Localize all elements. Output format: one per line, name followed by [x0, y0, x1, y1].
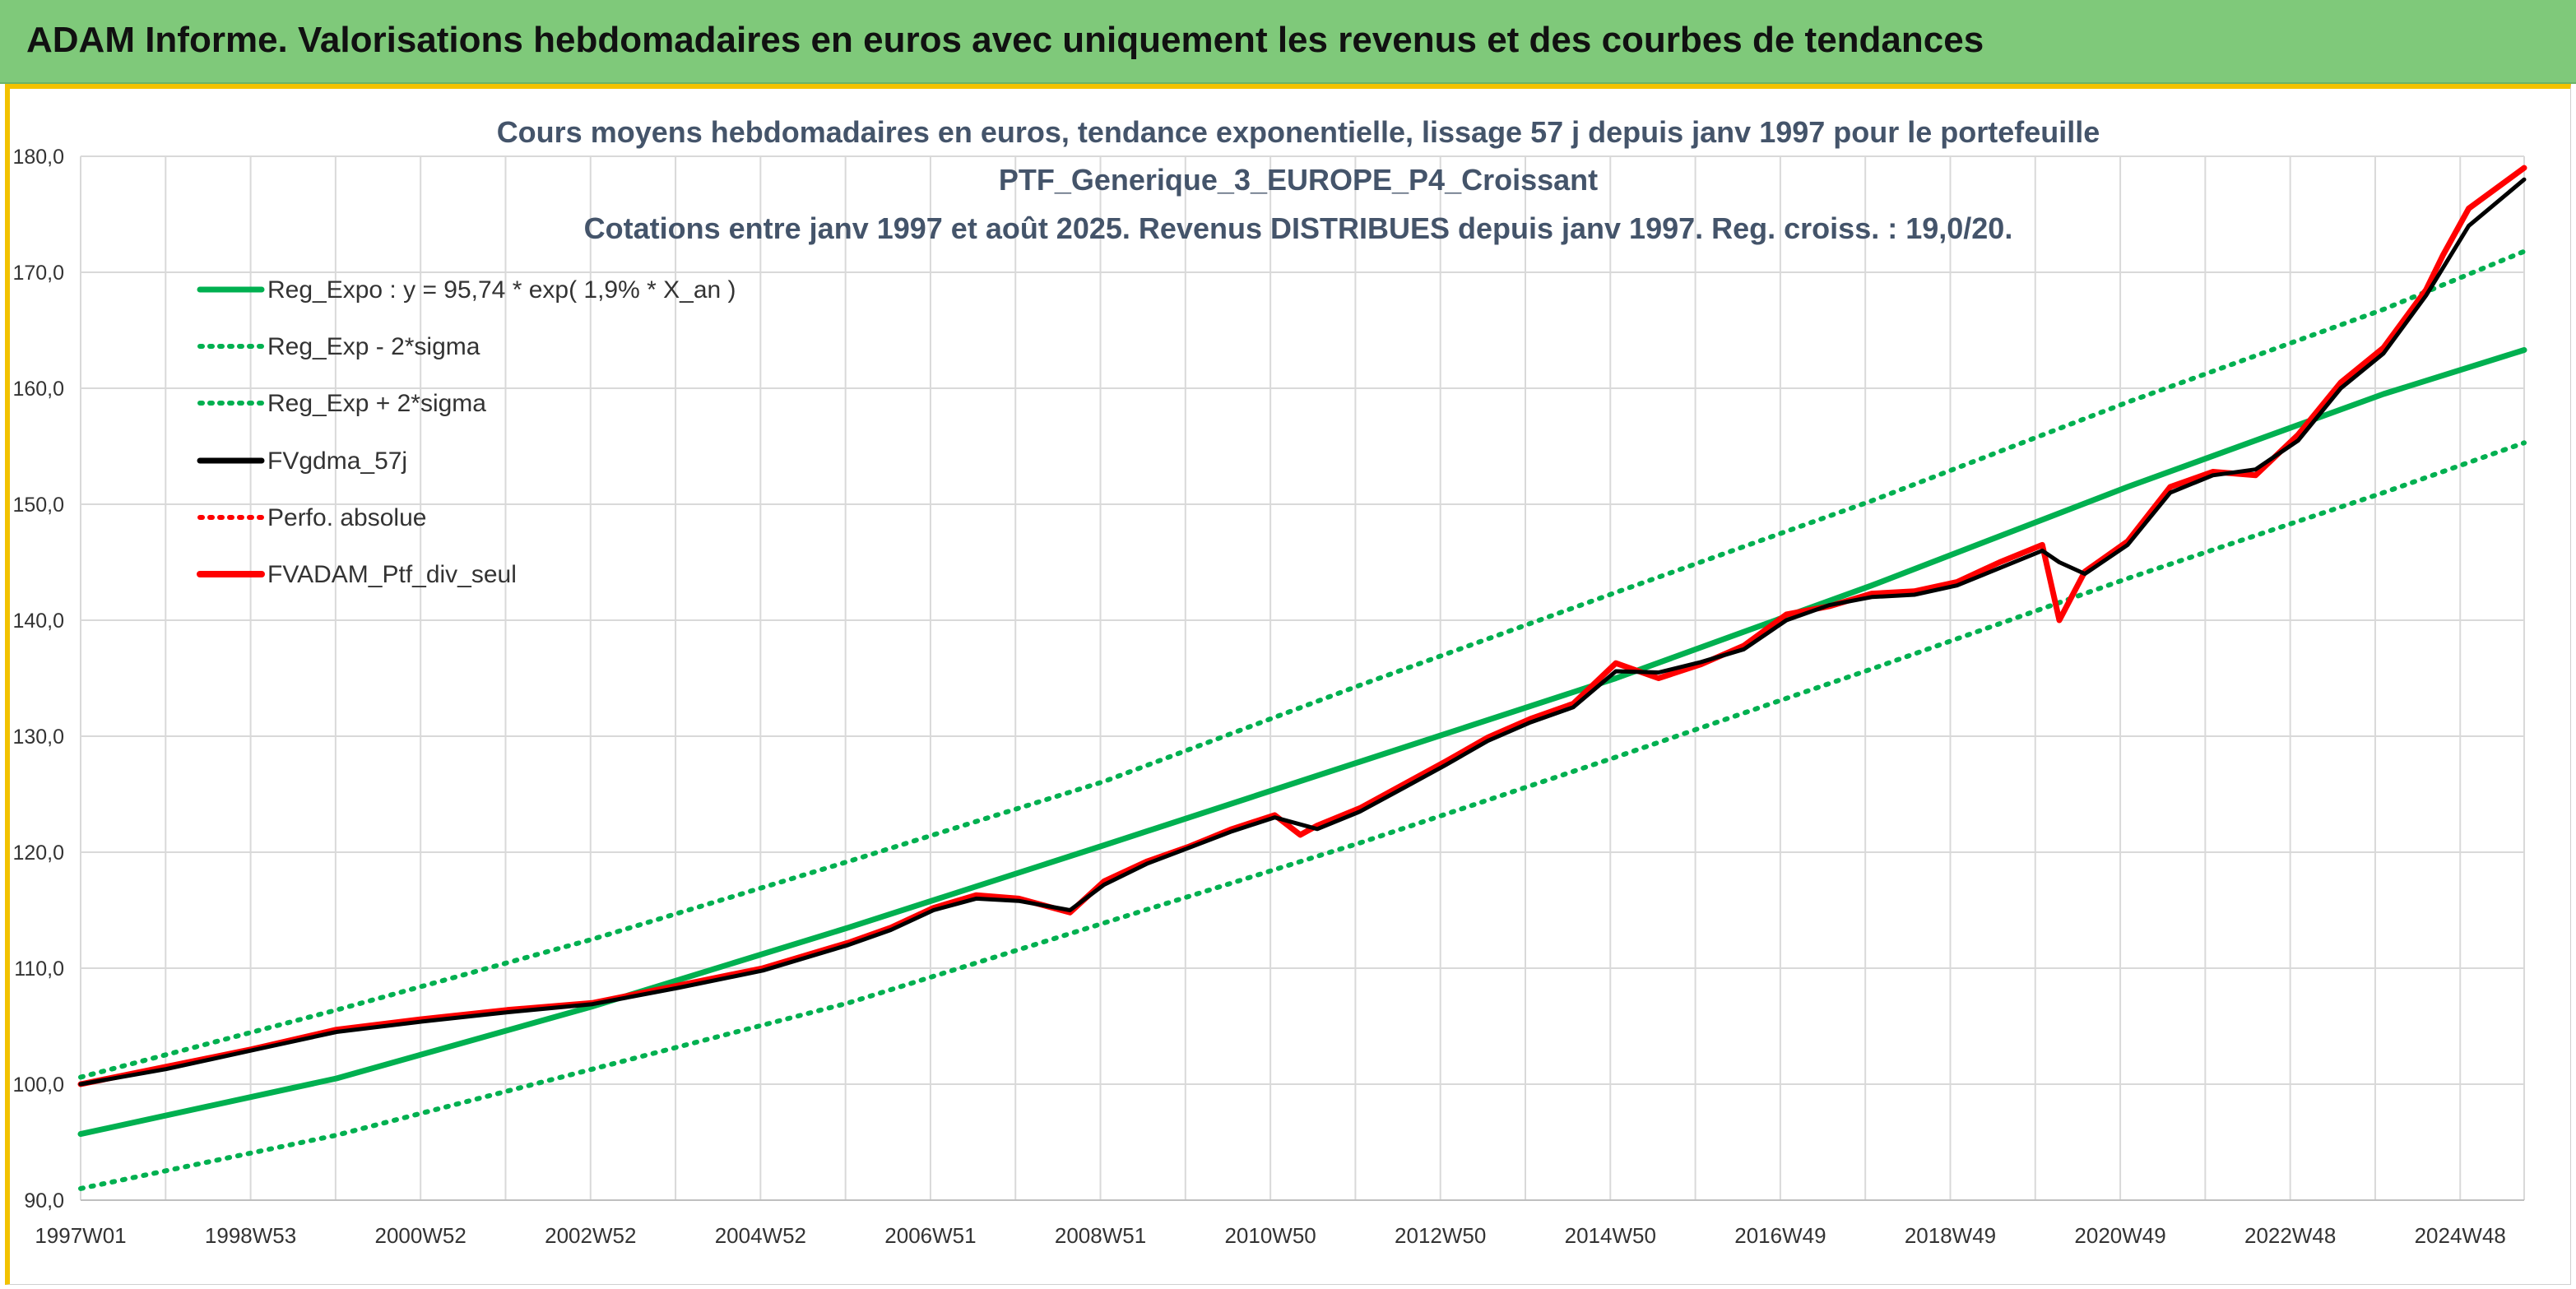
- fvadam-ptf-div-seul-line: [77, 165, 2527, 1087]
- header-bar: ADAM Informe. Valorisations hebdomadaire…: [0, 0, 2576, 84]
- x-tick-label: 2002W52: [545, 1223, 636, 1248]
- legend-label: FVgdma_57j: [267, 447, 407, 475]
- chart-title-line: Cours moyens hebdomadaires en euros, ten…: [497, 115, 2100, 149]
- y-tick-label: 150,0: [12, 494, 64, 517]
- x-tick-label: 1997W01: [35, 1223, 126, 1248]
- legend: Reg_Expo : y = 95,74 * exp( 1,9% * X_an …: [197, 276, 736, 588]
- axis-layer: 90,0 100,0 110,0 120,0 130,0 140,0 150,0 160,0 1…: [12, 146, 2524, 1248]
- chart-frame: [5, 84, 2571, 1285]
- reg-exp-minus-2sigma-line: [78, 440, 2527, 1191]
- x-tick-label: 2014W50: [1565, 1223, 1656, 1248]
- y-tick-label: 180,0: [12, 146, 64, 169]
- legend-label: Reg_Exp - 2*sigma: [267, 333, 480, 360]
- page-title: ADAM Informe. Valorisations hebdomadaire…: [26, 20, 1984, 60]
- x-tick-label: 2012W50: [1395, 1223, 1486, 1248]
- chart-title-line: PTF_Generique_3_EUROPE_P4_Croissant: [999, 163, 1598, 197]
- y-tick-label: 90,0: [24, 1189, 64, 1212]
- x-tick-label: 2000W52: [375, 1223, 466, 1248]
- y-tick-label: 140,0: [12, 610, 64, 633]
- legend-label: Reg_Expo : y = 95,74 * exp( 1,9% * X_an …: [267, 276, 736, 304]
- x-tick-label: 2022W48: [2244, 1223, 2336, 1248]
- y-tick-label: 160,0: [12, 378, 64, 401]
- fvgdma-57j-line: [78, 177, 2527, 1087]
- x-tick-label: 1998W53: [205, 1223, 296, 1248]
- x-tick-label: 2024W48: [2415, 1223, 2506, 1248]
- x-tick-label: 2006W51: [884, 1223, 976, 1248]
- legend-label: Reg_Exp + 2*sigma: [267, 390, 486, 417]
- y-tick-label: 120,0: [12, 842, 64, 865]
- legend-label: FVADAM_Ptf_div_seul: [267, 561, 517, 588]
- y-tick-label: 130,0: [12, 726, 64, 749]
- x-tick-label: 2010W50: [1224, 1223, 1316, 1248]
- chart-title: Cours moyens hebdomadaires en euros, ten…: [497, 115, 2100, 245]
- grid-layer: [80, 155, 2525, 1201]
- x-tick-label: 2018W49: [1905, 1223, 1996, 1248]
- series-layer: [77, 165, 2527, 1191]
- x-tick-label: 2004W52: [715, 1223, 806, 1248]
- chart-title-line: Cotations entre janv 1997 et août 2025. …: [584, 211, 2013, 245]
- y-tick-label: 110,0: [14, 957, 64, 981]
- y-tick-label: 100,0: [12, 1073, 64, 1097]
- x-tick-label: 2020W49: [2074, 1223, 2165, 1248]
- y-tick-label: 170,0: [12, 262, 64, 285]
- x-tick-label: 2008W51: [1055, 1223, 1146, 1248]
- reg-exp-plus-2sigma-line: [78, 248, 2527, 1080]
- legend-label: Perfo. absolue: [267, 504, 426, 531]
- x-tick-label: 2016W49: [1734, 1223, 1826, 1248]
- reg-expo-line: [77, 347, 2527, 1138]
